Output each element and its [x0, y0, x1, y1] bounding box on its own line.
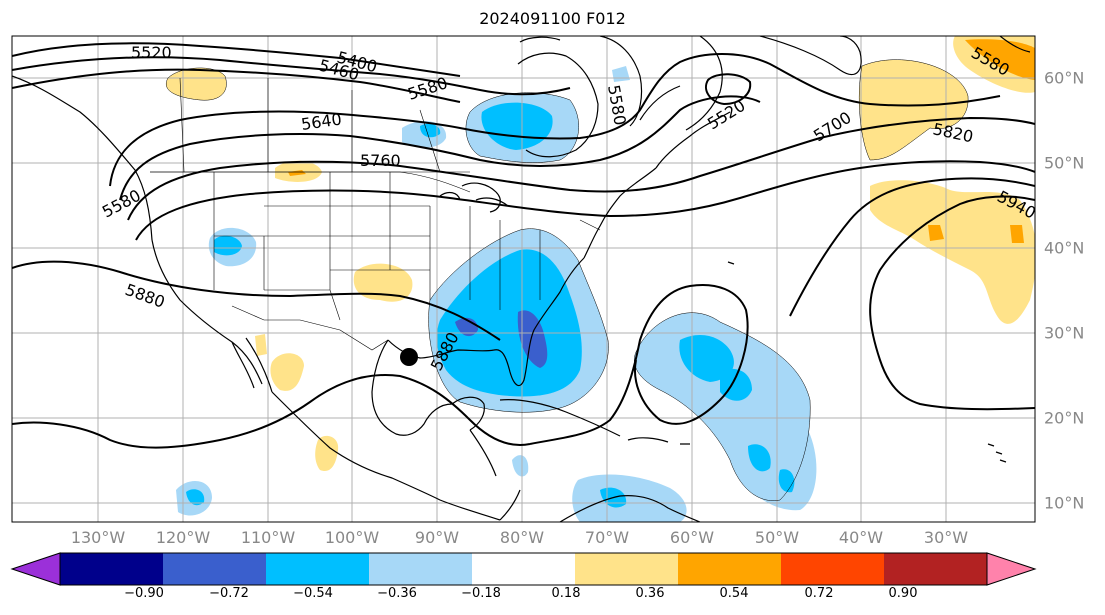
lon-label: 30°W — [923, 528, 969, 547]
borders — [150, 77, 601, 351]
lat-label: 40°N — [1044, 238, 1085, 258]
colorbar-tick: 0.72 — [804, 586, 834, 601]
map-frame — [11, 35, 1036, 523]
coastlines — [12, 36, 1031, 522]
colorbar-tick: −0.54 — [293, 586, 333, 601]
lon-label: 90°W — [414, 528, 460, 547]
lon-label: 120°W — [155, 528, 211, 547]
colorbar-extend-low — [12, 553, 60, 585]
colorbar-segment — [266, 553, 370, 585]
colorbar-tick: −0.36 — [377, 586, 417, 601]
lon-label: 130°W — [70, 528, 126, 547]
colorbar-segment — [575, 553, 679, 585]
contour-label: 5520 — [131, 43, 172, 62]
lon-label: 50°W — [754, 528, 800, 547]
colorbar-tick: −0.72 — [209, 586, 249, 601]
map-title: 2024091100 F012 — [479, 9, 626, 28]
colorbar-segment — [884, 553, 988, 585]
colorbar-segment — [163, 553, 267, 585]
colorbar-segment — [678, 553, 782, 585]
colorbar-segment — [60, 553, 164, 585]
precip-anomaly-fill — [166, 36, 1035, 522]
colorbar-tick: 0.90 — [888, 586, 918, 601]
colorbar-segment — [781, 553, 885, 585]
lat-label: 30°N — [1044, 323, 1085, 343]
lon-label: 100°W — [324, 528, 380, 547]
lon-label: 40°W — [838, 528, 884, 547]
lon-label: 80°W — [499, 528, 545, 547]
lat-label: 20°N — [1044, 408, 1085, 428]
colorbar-tick: 0.18 — [551, 586, 581, 601]
colorbar-tick: −0.18 — [461, 586, 501, 601]
colorbar-tick: 0.54 — [719, 586, 749, 601]
colorbar-tick: −0.90 — [124, 586, 164, 601]
storm-center-dot — [400, 348, 418, 366]
lon-label: 110°W — [240, 528, 296, 547]
lat-label: 50°N — [1044, 153, 1085, 173]
colorbar-segment — [472, 553, 576, 585]
shade-outlines — [166, 59, 969, 501]
lon-label: 60°W — [669, 528, 715, 547]
lon-label: 70°W — [584, 528, 630, 547]
colorbar-tick: 0.36 — [635, 586, 665, 601]
lat-label: 60°N — [1044, 68, 1085, 88]
contour-label: 5760 — [360, 151, 401, 170]
lat-label: 10°N — [1044, 493, 1085, 513]
colorbar-extend-high — [987, 553, 1035, 585]
height-contours — [12, 42, 1035, 449]
colorbar-segment — [369, 553, 473, 585]
